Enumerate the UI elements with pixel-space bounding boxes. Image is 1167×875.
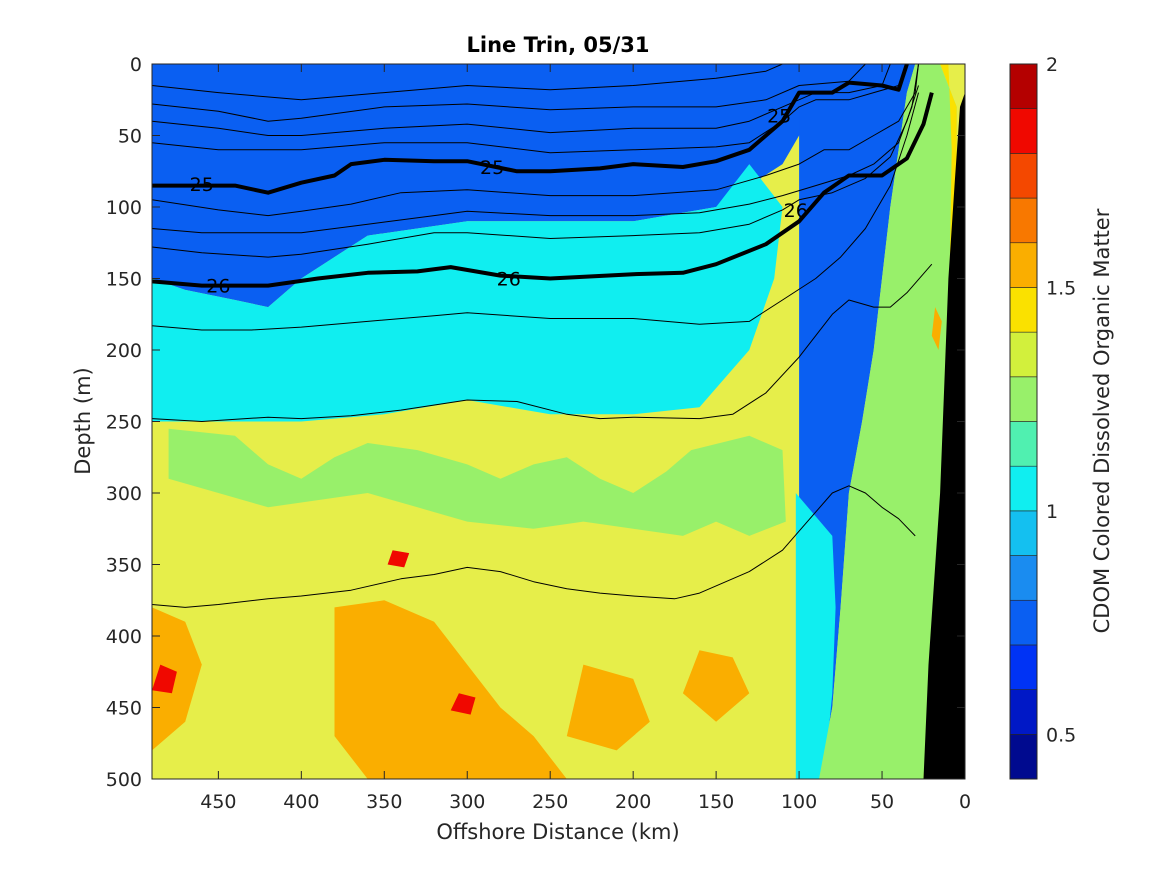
y-tick-label: 50 [118,126,142,148]
y-tick-label: 100 [106,197,142,219]
isopycnal-line [152,64,866,122]
colorbar-frame [1009,63,1038,780]
colorbar-segment [1009,197,1038,244]
x-tick-label: 400 [283,791,319,813]
x-tick-label: 450 [200,791,236,813]
x-tick-label: 0 [959,791,971,813]
isopycnal-26-line [152,92,934,288]
orange-patch [682,650,750,722]
isopycnal-line [152,263,933,422]
y-axis-ticks: 0 50 100 150 200 250 300 350 400 450 500 [106,54,965,791]
green-patch [168,428,786,536]
y-tick-label: 300 [106,483,142,505]
contour-label: 25 [767,105,791,127]
colorbar-segment [1009,331,1038,378]
orange-patch [334,600,567,779]
colorbar-segment [1009,376,1038,422]
colorbar-segment [1009,644,1038,690]
red-speck [450,693,476,715]
colorbar-segment [1009,153,1038,199]
x-tick-label: 350 [366,791,402,813]
isopycnal-25-line [152,64,909,195]
upper-blue [152,64,849,308]
y-tick-label: 350 [106,555,142,577]
x-tick-label: 100 [781,791,817,813]
colorbar-tick-label: 1 [1046,501,1058,523]
isopycnal-line [152,485,916,608]
contour-label: 26 [497,269,521,291]
y-tick-label: 400 [106,626,142,648]
contour-labels: 25 25 25 26 26 26 [190,105,808,298]
y-tick-label: 200 [106,340,142,362]
plot-area: 25 25 25 26 26 26 [152,64,965,779]
red-speck [152,664,177,694]
orange-patch [566,664,650,751]
x-axis-label: Offshore Distance (km) [436,820,679,844]
y-tick-label: 500 [106,769,142,791]
isopycnal-contours [152,64,934,608]
orange-speck [931,307,942,350]
cdom-field [152,64,957,779]
colorbar-segment [1009,63,1038,109]
isopycnal-line [152,64,908,154]
colorbar-tick-label: 2 [1046,54,1058,76]
chart-title: Line Trin, 05/31 [466,33,649,57]
colorbar-segment [1009,287,1038,333]
colorbar-segment [1009,465,1038,512]
x-tick-label: 300 [449,791,485,813]
colorbar-tick-label: 1.5 [1046,277,1076,299]
contour-label: 26 [784,200,808,222]
y-axis-label: Depth (m) [71,367,95,474]
contour-label: 25 [480,157,504,179]
nearshore-cyan-column [795,493,836,779]
y-tick-label: 0 [130,54,142,76]
red-speck [387,550,410,568]
x-axis-ticks: 450 400 350 300 250 200 150 100 50 0 [200,64,971,813]
x-tick-label: 250 [532,791,568,813]
coastal-green [819,64,957,779]
contour-label: 26 [206,276,230,298]
colorbar-segment [1009,421,1038,467]
colorbar-label: CDOM Colored Dissolved Organic Matter [1090,208,1114,633]
cyan-layer [152,164,783,422]
isopycnal-line [152,64,891,136]
isopycnal-line [152,64,783,101]
y-tick-label: 150 [106,269,142,291]
colorbar-tick-label: 0.5 [1046,724,1076,746]
y-tick-label: 250 [106,412,142,434]
contour-label: 25 [190,174,214,196]
isopycnal-line [152,92,919,331]
colorbar-segment [1009,689,1038,735]
bathymetry [923,64,965,779]
isopycnal-line [152,64,919,234]
colorbar-segment [1009,242,1038,288]
isopycnal-line [152,64,919,217]
x-tick-label: 200 [615,791,651,813]
colorbar-segment [1009,599,1038,646]
colorbar-segment [1009,734,1038,780]
coastal-yellow [923,64,957,779]
colorbar-segment [1009,555,1038,601]
x-tick-label: 150 [698,791,734,813]
colorbar-segment [1009,510,1038,556]
x-tick-label: 50 [870,791,894,813]
y-tick-label: 450 [106,698,142,720]
seafloor-bathymetry [923,64,965,779]
colorbar [1009,63,1038,780]
colorbar-segment [1009,108,1038,154]
orange-patch [152,607,202,751]
colorbar-ticks: 0.5 1 1.5 2 [1046,54,1076,746]
